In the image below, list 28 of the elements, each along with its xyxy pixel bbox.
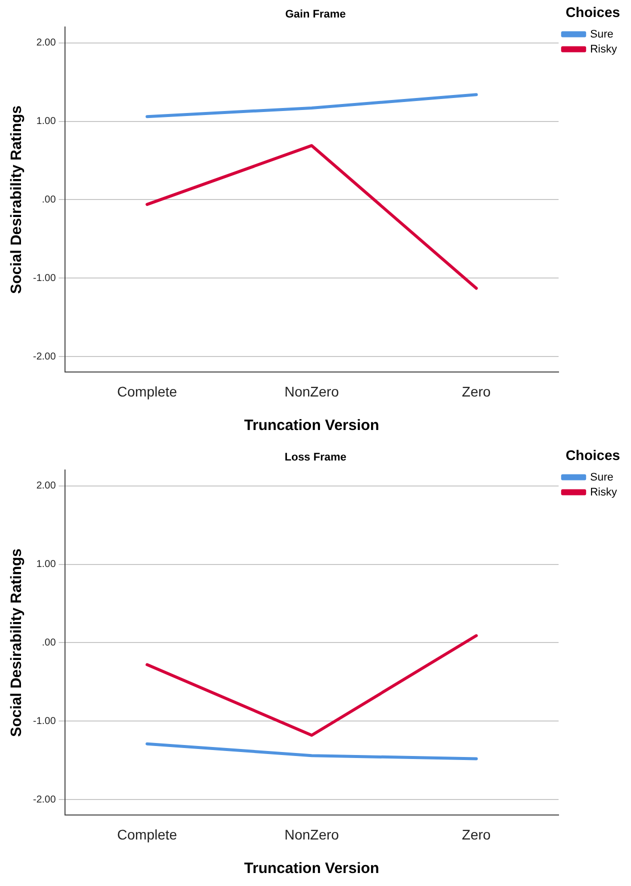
chart-title: Loss Frame	[284, 452, 346, 464]
y-tick-label: 1.00	[36, 559, 56, 570]
y-tick-label: -2.00	[32, 794, 56, 806]
y-tick-label: 1.00	[36, 116, 56, 128]
y-axis-title: Social Desirability Ratings	[8, 548, 26, 737]
x-tick-label: Complete	[117, 826, 178, 842]
y-tick-label: -2.00	[32, 351, 56, 362]
x-axis-title: Truncation Version	[244, 860, 380, 878]
x-axis-title: Truncation Version	[244, 417, 380, 434]
x-tick-label: Complete	[117, 383, 178, 400]
y-tick-label: 2.00	[36, 38, 56, 49]
legend-title: Choices	[566, 4, 620, 20]
y-tick-label: 2.00	[36, 480, 56, 492]
legend-label: Risky	[590, 486, 618, 498]
y-tick-label: -1.00	[32, 272, 56, 284]
y-tick-label: .00	[42, 194, 56, 206]
chart-title: Gain Frame	[285, 8, 346, 21]
x-tick-label: NonZero	[284, 383, 340, 400]
x-tick-label: Zero	[462, 826, 491, 842]
x-tick-label: NonZero	[284, 826, 340, 842]
legend-title: Choices	[566, 446, 620, 463]
y-axis-title: Social Desirability Ratings	[8, 105, 26, 294]
y-tick-label: -1.00	[32, 716, 56, 727]
legend-label: Sure	[590, 28, 614, 40]
y-tick-label: .00	[42, 637, 56, 648]
legend-label: Sure	[590, 471, 614, 484]
x-tick-label: Zero	[462, 383, 491, 400]
legend-label: Risky	[590, 43, 618, 56]
